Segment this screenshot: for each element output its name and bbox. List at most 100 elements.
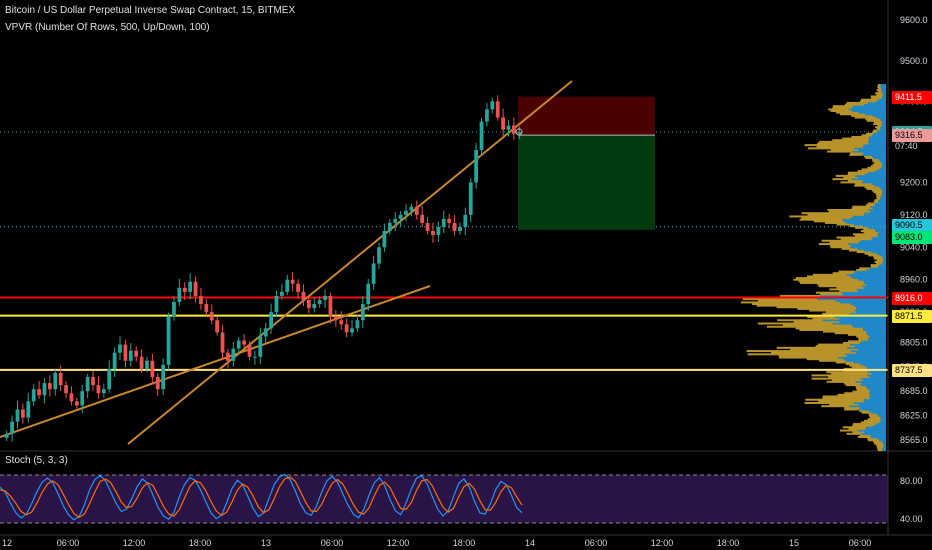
volume-bar-down (877, 84, 881, 87)
stoch-label[interactable]: Stoch (5, 3, 3) (5, 455, 68, 466)
volume-bar-down (827, 208, 868, 211)
volume-bar-down (856, 268, 867, 271)
volume-bar-down (877, 85, 881, 88)
volume-bar-up (869, 335, 886, 338)
volume-bar-down (858, 337, 869, 340)
volume-bar-down (801, 217, 851, 220)
volume-bar-up (875, 170, 886, 173)
volume-bar-up (859, 406, 886, 409)
price-tick: 8625.0 (900, 411, 928, 421)
volume-bar-up (871, 210, 886, 213)
volume-bar-down (849, 225, 864, 228)
volume-bar-up (842, 218, 886, 221)
volume-bar-down (874, 442, 883, 445)
volume-bar-up (851, 324, 886, 327)
volume-bar-down (845, 384, 861, 387)
volume-bar-down (828, 108, 849, 111)
volume-bar-up (865, 427, 886, 430)
volume-bar-down (876, 88, 882, 91)
volume-bar-up (853, 223, 886, 226)
volume-bar-up (856, 307, 886, 310)
volume-bar-down (834, 332, 867, 335)
volume-bar-up (869, 376, 886, 379)
candle-body (74, 401, 79, 406)
volume-bar-up (858, 290, 886, 293)
volume-bar-up (880, 418, 886, 421)
volume-bar-down (826, 371, 868, 374)
candle-body (172, 302, 176, 317)
candle-body (360, 304, 365, 321)
volume-bar-up (858, 241, 886, 244)
volume-bar-down (864, 252, 877, 255)
time-tick: 06:00 (849, 538, 872, 548)
volume-bar-down (877, 90, 883, 93)
volume-bar-down (874, 260, 883, 263)
volume-bar-down (870, 416, 881, 419)
volume-bar-up (870, 397, 886, 400)
volume-bar-up (843, 220, 886, 223)
volume-bar-up (858, 148, 886, 151)
volume-bar-up (877, 131, 886, 134)
volume-bar-down (867, 166, 882, 169)
volume-bar-down (873, 257, 883, 260)
volume-bar-down (859, 410, 869, 413)
volume-bar-up (851, 178, 886, 181)
volume-bar-up (879, 254, 886, 257)
volume-bar-down (822, 397, 871, 400)
volume-bar-up (882, 447, 886, 450)
candle-body (490, 101, 495, 110)
volume-bar-down (841, 247, 858, 250)
volume-bar-down (793, 320, 840, 323)
volume-bar-up (863, 103, 886, 106)
volume-bar-up (882, 256, 886, 259)
volume-bar-up (853, 105, 886, 108)
horizontal-lines[interactable] (0, 131, 888, 371)
volume-bar-up (820, 294, 886, 297)
time-tick: 15 (789, 538, 799, 548)
candle-body (458, 227, 462, 232)
candle-body (463, 214, 468, 227)
volume-bar-up (856, 311, 886, 314)
volume-bar-down (849, 153, 863, 156)
volume-bar-up (853, 401, 886, 404)
candle-body (290, 279, 295, 284)
volume-bar-up (849, 405, 886, 408)
volume-bar-down (766, 325, 854, 328)
volume-bar-down (832, 272, 854, 275)
volume-bar-up (876, 116, 886, 119)
volume-bar-down (856, 387, 868, 390)
candle-body (4, 433, 9, 438)
stoch-tick: 40.00 (900, 514, 923, 524)
volume-bar-down (866, 187, 881, 190)
volume-bar-down (836, 236, 873, 239)
price-tick: 9500.0 (900, 56, 928, 66)
volume-bar-down (817, 283, 867, 286)
candle-body (150, 360, 155, 378)
price-tag: 9316.5 (892, 129, 932, 143)
volume-bar-up (863, 179, 886, 182)
volume-bar-down (870, 95, 883, 98)
volume-bar-down (804, 401, 854, 404)
candle-body (377, 247, 381, 264)
indicator-label[interactable]: VPVR (Number Of Rows, 500, Up/Down, 100) (5, 22, 210, 33)
candle-body (441, 218, 446, 227)
volume-bar-up (858, 278, 886, 281)
candle-body (506, 125, 511, 130)
volume-bar-up (873, 114, 886, 117)
volume-bar-down (860, 421, 880, 424)
volume-bar-down (877, 449, 883, 451)
volume-bar-down (836, 286, 865, 289)
volume-bar-up (866, 283, 886, 286)
volume-bar-up (861, 340, 886, 343)
candle-body (474, 149, 479, 183)
volume-bar-down (800, 281, 865, 284)
volume-bar-up (882, 260, 886, 263)
volume-bar-down (846, 101, 869, 104)
short-position-tool[interactable] (518, 96, 655, 230)
volume-bar-down (876, 127, 881, 130)
trendlines[interactable] (0, 80, 573, 445)
candle-body (355, 320, 360, 329)
volume-bar-up (862, 153, 886, 156)
volume-bar-up (869, 388, 886, 391)
